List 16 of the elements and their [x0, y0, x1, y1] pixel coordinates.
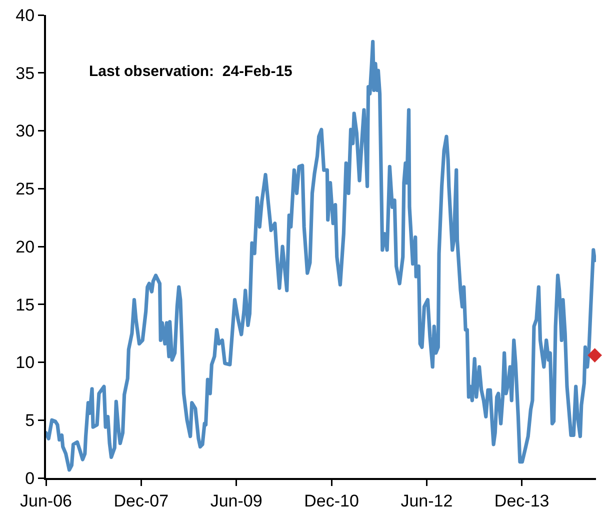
y-tick-label: 15 [16, 295, 35, 314]
x-tick-label: Dec-13 [494, 491, 550, 510]
annotation: Last observation: 24-Feb-15 [89, 63, 292, 80]
y-tick-label: 10 [16, 353, 35, 372]
y-tick-label: 5 [25, 411, 35, 430]
y-tick-label: 0 [25, 468, 35, 488]
y-tick-label: 35 [16, 64, 35, 83]
x-tick-label: Dec-07 [114, 491, 169, 510]
y-tick-label: 25 [16, 180, 35, 199]
y-tick-label: 40 [16, 6, 35, 25]
x-tick-label: Jun-12 [400, 491, 453, 510]
y-tick-label: 20 [16, 237, 35, 256]
x-tick-label: Jun-09 [210, 491, 262, 510]
x-tick-label: Jun-06 [20, 491, 72, 510]
x-tick-label: Dec-10 [304, 491, 359, 510]
y-tick-label: 30 [16, 122, 35, 141]
